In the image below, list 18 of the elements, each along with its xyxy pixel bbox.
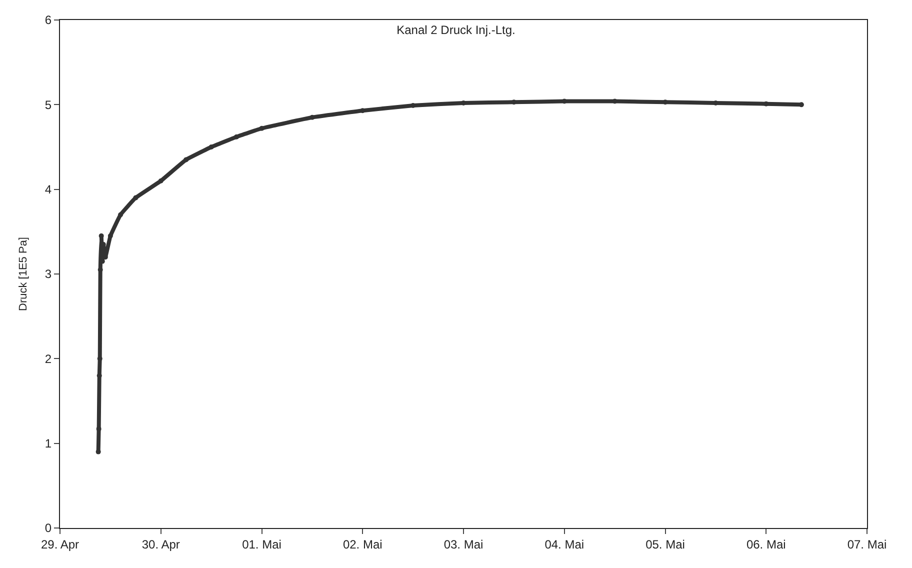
x-tick-label: 02. Mai <box>342 537 382 552</box>
y-tick-label: 6 <box>44 13 52 28</box>
x-tick-label: 04. Mai <box>544 537 584 552</box>
x-tick-label: 03. Mai <box>444 537 484 552</box>
y-tick-label: 5 <box>44 98 52 112</box>
y-tick-label: 3 <box>44 267 52 282</box>
y-axis-title: Druck [1E5 Pa] <box>18 237 30 311</box>
x-tick-label: 07. Mai <box>847 537 887 552</box>
x-tick-label: 05. Mai <box>646 537 685 552</box>
y-tick-label: 4 <box>44 182 52 197</box>
x-tick-label: 01. Mai <box>242 537 282 552</box>
y-tick-label: 0 <box>44 521 52 536</box>
chart-title: Kanal 2 Druck Inj.-Ltg. <box>396 22 516 37</box>
y-tick-label: 2 <box>44 352 52 366</box>
x-tick-label: 29. Apr <box>40 537 80 552</box>
x-tick-label: 30. Apr <box>142 537 180 552</box>
y-tick-label: 1 <box>44 436 52 451</box>
x-tick-label: 06. Mai <box>746 537 786 552</box>
